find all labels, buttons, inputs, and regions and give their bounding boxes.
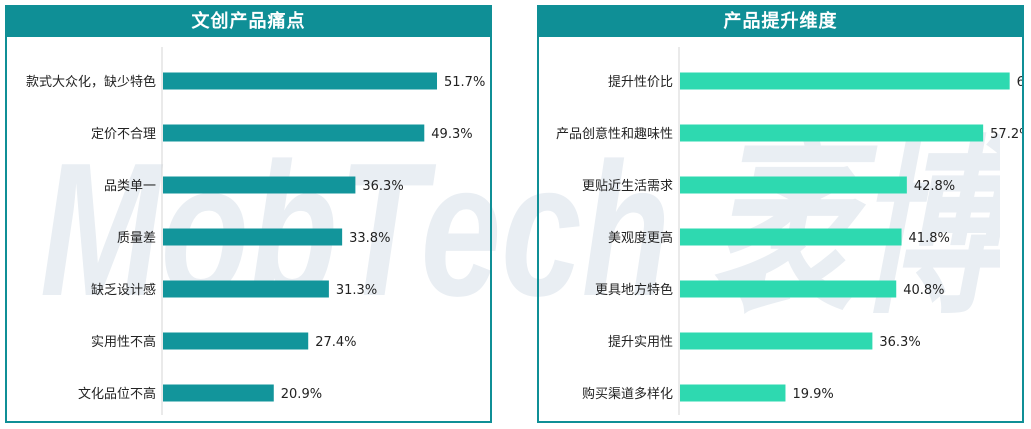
- value-label: 31.3%: [336, 283, 377, 298]
- bar: [680, 228, 902, 246]
- category-label: 品类单一: [104, 179, 156, 194]
- category-label: 提升性价比: [608, 74, 673, 90]
- pain-points-chart: 款式大众化，缺少特色 51.7% 定价不合理 49.3% 品类单一 36.3% 质量差 33.…: [26, 47, 485, 415]
- category-label: 缺乏设计感: [91, 282, 156, 298]
- bar: [680, 176, 907, 194]
- value-label: 36.3%: [362, 179, 403, 194]
- bar: [680, 124, 984, 142]
- bar: [163, 176, 356, 194]
- bar: [163, 124, 425, 142]
- category-label: 实用性不高: [91, 334, 156, 350]
- category-label: 产品创意性和趣味性: [556, 126, 673, 142]
- bar: [680, 332, 873, 350]
- category-label: 更贴近生活需求: [582, 179, 673, 194]
- category-label: 美观度更高: [608, 230, 673, 246]
- category-label: 购买渠道多样化: [582, 386, 673, 402]
- value-label: 42.8%: [914, 179, 955, 194]
- improvement-title: 产品提升维度: [539, 7, 1022, 37]
- value-label: 49.3%: [431, 127, 472, 142]
- bar: [163, 384, 274, 402]
- value-label: 19.9%: [792, 387, 833, 402]
- value-label: 51.7%: [444, 75, 485, 90]
- bar: [680, 280, 897, 298]
- pain-points-panel: 文创产品痛点 款式大众化，缺少特色 51.7% 定价不合理 49.3% 品类单一 36.3…: [5, 5, 492, 423]
- bar: [680, 72, 1010, 90]
- bar: [680, 384, 786, 402]
- value-label: 40.8%: [903, 283, 944, 298]
- pain-points-title: 文创产品痛点: [7, 7, 490, 37]
- value-label: 57.2%: [990, 127, 1022, 142]
- value-label: 33.8%: [349, 231, 390, 246]
- category-label: 提升实用性: [608, 334, 673, 350]
- bar: [163, 280, 329, 298]
- value-label: 41.8%: [909, 231, 950, 246]
- category-label: 文化品位不高: [78, 386, 156, 402]
- improvement-chart: 提升性价比 62.2% 产品创意性和趣味性 57.2% 更贴近生活需求 42.8% 美观度更…: [556, 47, 1022, 415]
- category-label: 款式大众化，缺少特色: [26, 74, 156, 90]
- improvement-panel: 产品提升维度 提升性价比 62.2% 产品创意性和趣味性 57.2% 更贴近生活需求 42…: [537, 5, 1024, 423]
- value-label: 20.9%: [281, 387, 322, 402]
- category-label: 质量差: [117, 231, 156, 246]
- value-label: 62.2%: [1017, 75, 1022, 90]
- category-label: 定价不合理: [91, 127, 156, 142]
- bar: [163, 72, 438, 90]
- category-label: 更具地方特色: [595, 282, 673, 298]
- value-label: 27.4%: [315, 335, 356, 350]
- value-label: 36.3%: [879, 335, 920, 350]
- bar: [163, 332, 309, 350]
- bar: [163, 228, 343, 246]
